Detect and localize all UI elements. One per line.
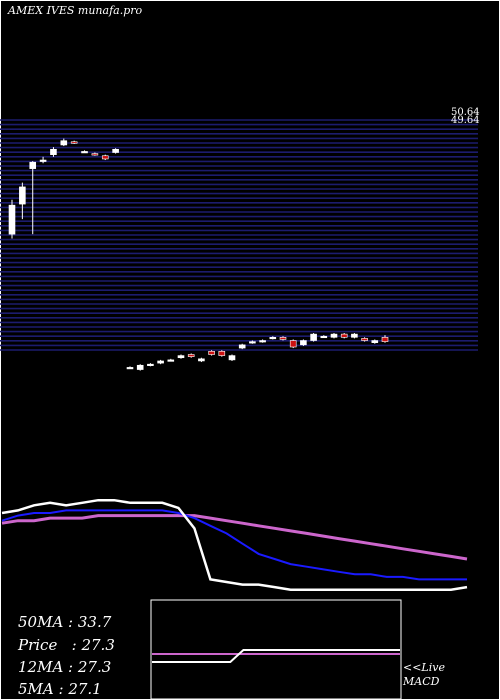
ma12-line	[1, 509, 467, 581]
macd-label: MACD	[403, 675, 440, 688]
candle-body	[19, 186, 26, 205]
chart-title: AMEX IVES munafa.pro	[8, 4, 143, 17]
ma12-stat: 12MA : 27.3	[18, 658, 112, 676]
price-stat: Price : 27.3	[18, 636, 115, 654]
candle-body	[157, 360, 164, 364]
candle-body	[289, 340, 297, 348]
candle-body	[70, 141, 78, 144]
candle-body	[112, 148, 119, 153]
ma50-stat: 50MA : 33.7	[18, 613, 112, 631]
candle-body	[310, 333, 317, 341]
candle-body	[381, 337, 389, 342]
candle-body	[126, 367, 134, 370]
ma5-line	[1, 498, 468, 591]
candle-body	[371, 340, 379, 343]
candle-body	[238, 344, 246, 349]
candle-body	[147, 363, 154, 366]
price-tick-label: 49.64	[451, 115, 480, 126]
candle-body	[29, 161, 37, 169]
candle-body	[320, 335, 328, 339]
price-tick-label: 50.64	[451, 107, 480, 118]
candle-body	[340, 333, 348, 338]
candle-body	[187, 354, 195, 357]
candle-body	[208, 350, 215, 355]
candle-body	[198, 358, 205, 362]
candle-body	[218, 350, 226, 356]
candle-body	[8, 204, 16, 235]
macd-live-label: <<Live	[403, 661, 445, 674]
candle-body	[269, 337, 277, 340]
candle-body	[330, 333, 338, 338]
candle-body	[167, 359, 175, 362]
candle-body	[279, 337, 287, 340]
macd-line	[152, 649, 400, 663]
candle-body	[361, 338, 368, 341]
candle-body	[91, 153, 99, 156]
candle-body	[249, 341, 256, 344]
candle-body	[177, 355, 185, 359]
candle-body	[136, 364, 144, 370]
candle-body	[50, 148, 57, 155]
ma50-line	[1, 514, 468, 561]
candle-body	[300, 340, 307, 346]
ma5-stat: 5MA : 27.1	[18, 680, 102, 698]
candle-body	[81, 151, 88, 154]
candle-body	[60, 140, 68, 146]
candle-body	[259, 340, 266, 343]
candle-body	[39, 159, 47, 162]
candle-body	[228, 355, 236, 361]
candle-body	[101, 155, 109, 160]
candle-body	[351, 333, 358, 338]
